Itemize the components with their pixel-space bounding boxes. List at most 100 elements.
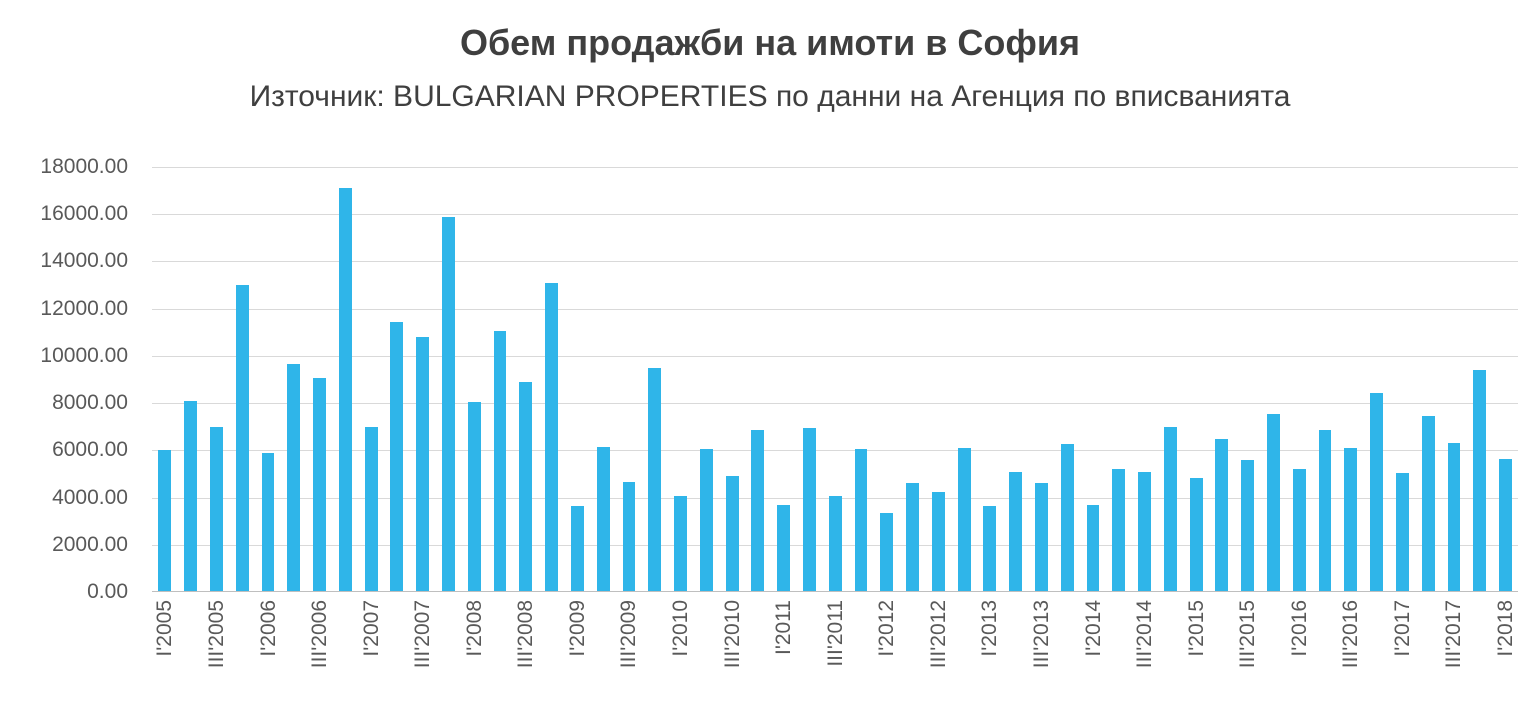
x-tick-slot xyxy=(900,600,926,713)
bar xyxy=(570,505,584,592)
x-tick-slot xyxy=(1054,600,1080,713)
bar xyxy=(261,452,275,592)
bar xyxy=(802,427,816,592)
bar-slot xyxy=(204,167,230,592)
bar xyxy=(906,483,919,592)
bar-slot xyxy=(1080,167,1106,592)
bar-slot xyxy=(410,167,436,592)
x-tick-slot xyxy=(539,600,565,713)
gridline xyxy=(152,308,1518,310)
bar xyxy=(596,446,610,592)
x-tick-slot xyxy=(848,600,874,713)
bar xyxy=(390,321,404,592)
y-tick-label: 14000.00 xyxy=(40,249,128,273)
x-tick-label: III'2017 xyxy=(1442,600,1466,669)
bar xyxy=(467,401,481,592)
bar-slot xyxy=(461,167,487,592)
x-tick-label: I'2009 xyxy=(565,600,589,657)
bar xyxy=(1163,426,1177,592)
gridline xyxy=(152,355,1518,357)
bar xyxy=(1292,469,1306,592)
y-tick-label: 18000.00 xyxy=(40,155,128,178)
bar xyxy=(854,449,868,592)
bar-slot xyxy=(255,167,281,592)
x-tick-label: I'2011 xyxy=(772,600,796,656)
bar xyxy=(493,331,507,592)
x-tick-slot xyxy=(1467,600,1493,713)
bar xyxy=(1344,447,1358,592)
x-tick-label: I'2014 xyxy=(1081,600,1105,657)
bar-slot xyxy=(487,167,513,592)
x-tick-slot: I'2012 xyxy=(874,600,900,713)
x-tick-slot: III'2013 xyxy=(1029,600,1055,713)
x-tick-label: III'2012 xyxy=(926,600,950,669)
chart-subtitle: Източник: BULGARIAN PROPERTIES по данни … xyxy=(249,80,1291,113)
x-tick-slot: I'2013 xyxy=(977,600,1003,713)
bar-slot xyxy=(771,167,797,592)
x-tick-label: III'2007 xyxy=(411,600,435,669)
x-tick-label: III'2005 xyxy=(204,600,228,669)
bar xyxy=(1499,458,1512,592)
bar-slot xyxy=(1286,167,1312,592)
x-tick-slot: I'2015 xyxy=(1183,600,1209,713)
x-tick-label: I'2005 xyxy=(153,600,177,657)
x-tick-label: I'2008 xyxy=(462,600,486,657)
bar-slot xyxy=(1493,167,1519,592)
x-tick-slot xyxy=(384,600,410,713)
x-tick-label: III'2014 xyxy=(1133,600,1157,669)
bar xyxy=(313,378,327,592)
bar-slot xyxy=(668,167,694,592)
bar-slot xyxy=(848,167,874,592)
bar xyxy=(1241,459,1255,592)
bar xyxy=(983,505,997,592)
y-tick-label: 4000.00 xyxy=(52,485,128,509)
x-tick-slot xyxy=(1157,600,1183,713)
x-tick-slot: III'2012 xyxy=(925,600,951,713)
bar xyxy=(235,285,249,592)
x-tick-slot: I'2014 xyxy=(1080,600,1106,713)
bar-slot xyxy=(719,167,745,592)
x-tick-label: I'2006 xyxy=(256,600,280,657)
bar-slot xyxy=(1132,167,1158,592)
bar-slot xyxy=(1003,167,1029,592)
bar xyxy=(957,447,971,592)
bar-slot xyxy=(307,167,333,592)
x-tick-slot xyxy=(1312,600,1338,713)
bar xyxy=(622,482,636,592)
bar-slot xyxy=(1235,167,1261,592)
x-tick-slot: III'2008 xyxy=(513,600,539,713)
y-tick-label: 16000.00 xyxy=(40,202,128,226)
gridline xyxy=(152,450,1518,452)
x-tick-slot xyxy=(1261,600,1287,713)
bar-slot xyxy=(1390,167,1416,592)
bar xyxy=(1112,469,1126,592)
bar xyxy=(777,504,791,592)
y-tick-label: 2000.00 xyxy=(52,532,128,556)
bar-slot xyxy=(513,167,539,592)
bar xyxy=(880,512,894,592)
bar-slot xyxy=(281,167,307,592)
x-tick-label: III'2011 xyxy=(823,600,847,667)
bar-slot xyxy=(977,167,1003,592)
bar-slot xyxy=(1312,167,1338,592)
bar-slot xyxy=(178,167,204,592)
bar-slot xyxy=(152,167,178,592)
gridline xyxy=(152,403,1518,405)
bar xyxy=(828,496,842,592)
x-tick-slot xyxy=(1364,600,1390,713)
y-axis: 18000.00 16000.00 14000.00 12000.00 10000.00… xyxy=(0,155,140,603)
x-tick-label: I'2016 xyxy=(1287,600,1311,657)
x-tick-slot xyxy=(436,600,462,713)
x-axis: I'2005 III'2005 I'2006 III'2006 I'2007 III'20… xyxy=(152,600,1518,713)
x-tick-slot: III'2017 xyxy=(1441,600,1467,713)
bar-slot xyxy=(1364,167,1390,592)
x-tick-slot: I'2018 xyxy=(1493,600,1519,713)
bar xyxy=(1267,413,1280,592)
bar xyxy=(338,188,352,592)
x-tick-slot xyxy=(332,600,358,713)
bar xyxy=(1138,471,1152,592)
bar-slot xyxy=(436,167,462,592)
x-tick-slot xyxy=(178,600,204,713)
x-tick-slot: I'2010 xyxy=(668,600,694,713)
bar xyxy=(1370,392,1384,592)
